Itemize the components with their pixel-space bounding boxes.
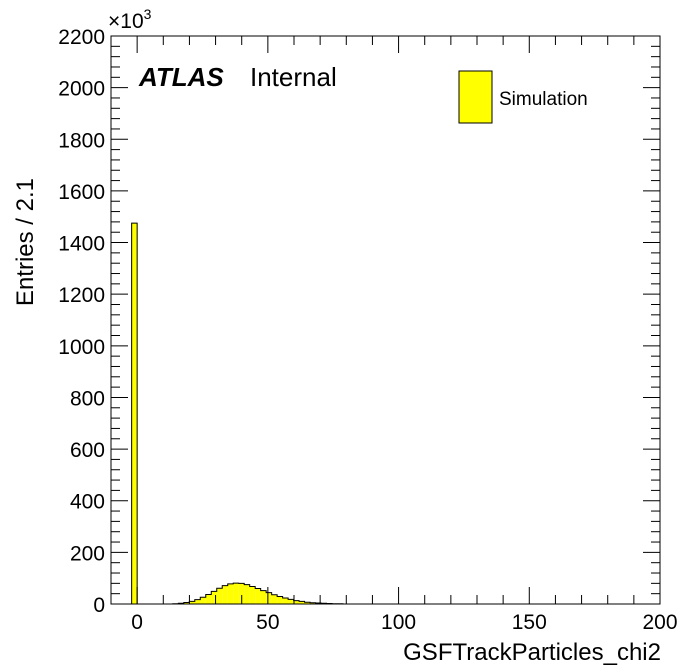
- histogram-bar: [194, 599, 201, 604]
- histogram-bar: [189, 601, 195, 604]
- y-tick-label: 400: [70, 491, 105, 514]
- y-axis-title: Entries / 2.1: [12, 178, 39, 306]
- x-tick-label: 0: [131, 611, 143, 634]
- x-tick-label: 150: [512, 611, 547, 634]
- histogram-bar: [222, 585, 228, 604]
- y-tick-label: 0: [93, 594, 105, 617]
- histogram-bar: [271, 594, 278, 604]
- histogram-bar: [227, 583, 234, 604]
- histogram-bar: [244, 584, 250, 604]
- histogram-bar: [277, 596, 283, 604]
- histogram-bar: [131, 223, 138, 604]
- histogram-bars: [131, 222, 344, 605]
- histogram-bar: [310, 602, 316, 604]
- y-tick-label: 1800: [58, 129, 105, 152]
- internal-label: Internal: [250, 62, 337, 92]
- y-tick-label: 1000: [58, 336, 105, 359]
- histogram-bar: [282, 598, 289, 604]
- x-tick-label: 100: [381, 611, 416, 634]
- histogram-bar: [255, 588, 261, 604]
- plot-frame: [110, 35, 661, 605]
- x-tick-label: 200: [642, 611, 677, 634]
- atlas-label: ATLAS: [138, 62, 224, 92]
- histogram-bar: [216, 588, 223, 604]
- x-tick-label: 50: [256, 611, 279, 634]
- y-tick-label: 2200: [58, 26, 105, 49]
- legend: Simulation: [458, 70, 588, 124]
- legend-entry-simulation: Simulation: [499, 89, 588, 110]
- y-tick-label: 1600: [58, 181, 105, 204]
- y-tick-labels: 0 200 400 600 800 1000 1200 1400 1600 1800 2000 220…: [58, 26, 105, 617]
- histogram-bar: [183, 602, 190, 604]
- axis-ticks: [110, 35, 661, 605]
- histogram-bar: [238, 583, 245, 604]
- histogram-bar: [266, 592, 272, 604]
- y-tick-label: 200: [70, 542, 105, 565]
- histogram-bar: [200, 597, 206, 604]
- histogram-bar: [304, 602, 311, 604]
- x-tick-labels: 0 50 100 150 200: [131, 611, 677, 634]
- y-multiplier: ×103: [108, 6, 152, 33]
- histogram-bar: [293, 600, 300, 604]
- x-axis-title: GSFTrackParticles_chi2: [403, 639, 661, 666]
- histogram-bar: [299, 601, 305, 604]
- y-tick-label: 800: [70, 387, 105, 410]
- y-tick-label: 1200: [58, 284, 105, 307]
- histogram-bar: [205, 594, 212, 604]
- histogram-outline: [131, 222, 344, 605]
- y-tick-label: 1400: [58, 233, 105, 256]
- legend-swatch: [458, 70, 493, 124]
- histogram-bar: [315, 602, 322, 604]
- histogram-bar: [249, 586, 256, 604]
- histogram-bar: [211, 591, 217, 604]
- histogram-bar: [260, 590, 267, 604]
- histogram-bar: [233, 583, 239, 604]
- y-tick-label: 600: [70, 439, 105, 462]
- histogram-bar: [288, 599, 294, 604]
- y-tick-label: 2000: [58, 78, 105, 101]
